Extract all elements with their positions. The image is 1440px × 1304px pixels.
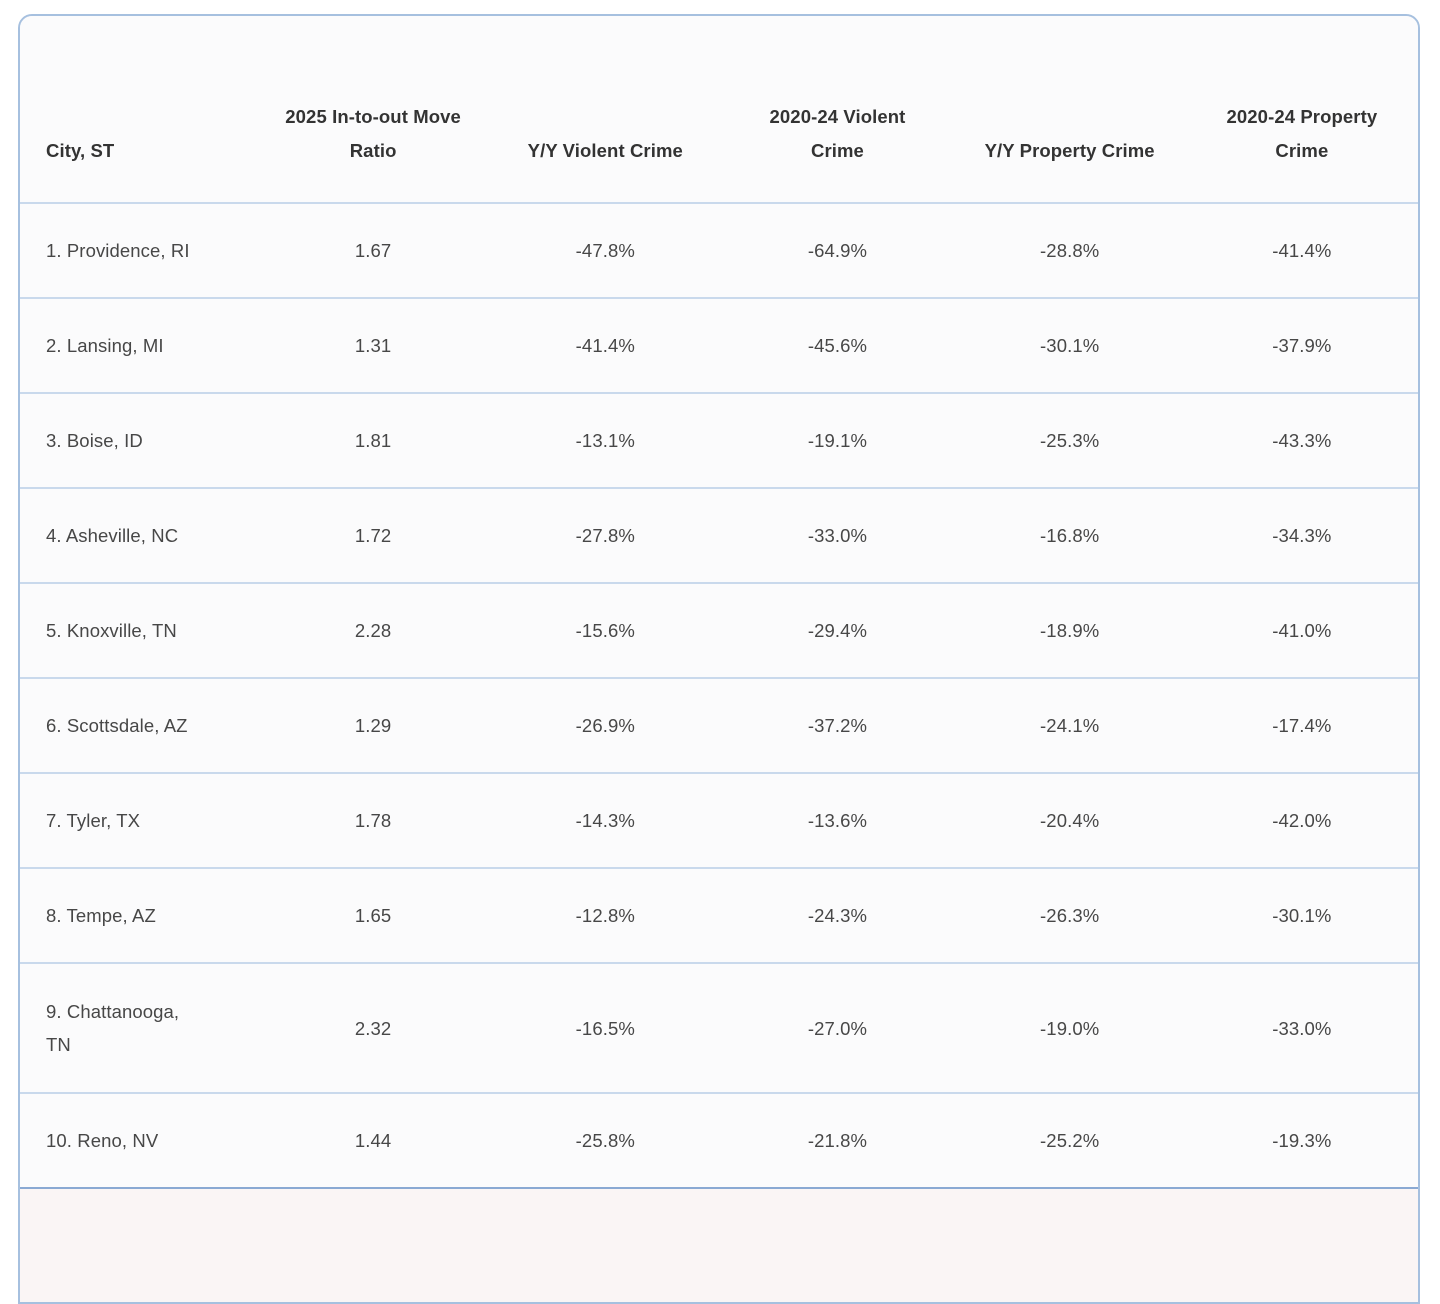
city-cell: 10. Reno, NV <box>20 1094 257 1189</box>
value-cell: 2.32 <box>257 964 490 1094</box>
value-cell: -14.3% <box>489 774 722 869</box>
city-crime-table-card: City, ST 2025 In-to-out Move Ratio Y/Y Vio… <box>18 14 1420 1304</box>
value-cell: -26.3% <box>953 869 1186 964</box>
value-cell: -29.4% <box>721 584 954 679</box>
table-row: 10. Reno, NV 1.44 -25.8% -21.8% -25.2% -19.3% <box>20 1094 1418 1189</box>
value-cell: -45.6% <box>721 299 954 394</box>
column-header: Y/Y Property Crime <box>953 16 1186 204</box>
value-cell: -30.1% <box>953 299 1186 394</box>
value-cell: -27.8% <box>489 489 722 584</box>
column-header: City, ST <box>20 16 257 204</box>
value-cell: -33.0% <box>1185 964 1418 1094</box>
value-cell: -16.5% <box>489 964 722 1094</box>
value-cell: -25.8% <box>489 1094 722 1189</box>
value-cell: -19.1% <box>721 394 954 489</box>
column-header: 2020-24 Violent Crime <box>721 16 954 204</box>
header-row: City, ST 2025 In-to-out Move Ratio Y/Y Vio… <box>20 16 1418 204</box>
value-cell: 2.28 <box>257 584 490 679</box>
value-cell: -21.8% <box>721 1094 954 1189</box>
city-cell: 6. Scottsdale, AZ <box>20 679 257 774</box>
value-cell: -24.3% <box>721 869 954 964</box>
crime-table: City, ST 2025 In-to-out Move Ratio Y/Y Vio… <box>20 16 1418 1189</box>
table-row: 7. Tyler, TX 1.78 -14.3% -13.6% -20.4% -42.0% <box>20 774 1418 869</box>
table-row: 8. Tempe, AZ 1.65 -12.8% -24.3% -26.3% -30.1% <box>20 869 1418 964</box>
value-cell: 1.44 <box>257 1094 490 1189</box>
value-cell: -19.0% <box>953 964 1186 1094</box>
value-cell: -17.4% <box>1185 679 1418 774</box>
table-row: 3. Boise, ID 1.81 -13.1% -19.1% -25.3% -43.3% <box>20 394 1418 489</box>
column-header: 2020-24 Property Crime <box>1185 16 1418 204</box>
table-row: 4. Asheville, NC 1.72 -27.8% -33.0% -16.8% -3… <box>20 489 1418 584</box>
city-cell: 8. Tempe, AZ <box>20 869 257 964</box>
value-cell: -47.8% <box>489 204 722 299</box>
value-cell: -19.3% <box>1185 1094 1418 1189</box>
value-cell: 1.78 <box>257 774 490 869</box>
value-cell: -43.3% <box>1185 394 1418 489</box>
city-cell: 3. Boise, ID <box>20 394 257 489</box>
value-cell: -37.2% <box>721 679 954 774</box>
city-cell: 1. Providence, RI <box>20 204 257 299</box>
table-body: 1. Providence, RI 1.67 -47.8% -64.9% -28.8% -… <box>20 204 1418 1189</box>
value-cell: -27.0% <box>721 964 954 1094</box>
value-cell: -12.8% <box>489 869 722 964</box>
value-cell: 1.65 <box>257 869 490 964</box>
value-cell: 1.81 <box>257 394 490 489</box>
value-cell: -16.8% <box>953 489 1186 584</box>
value-cell: -41.4% <box>1185 204 1418 299</box>
table-row: 2. Lansing, MI 1.31 -41.4% -45.6% -30.1% -37.… <box>20 299 1418 394</box>
value-cell: -13.6% <box>721 774 954 869</box>
value-cell: -25.2% <box>953 1094 1186 1189</box>
value-cell: -64.9% <box>721 204 954 299</box>
value-cell: -13.1% <box>489 394 722 489</box>
value-cell: -42.0% <box>1185 774 1418 869</box>
value-cell: -30.1% <box>1185 869 1418 964</box>
value-cell: -41.0% <box>1185 584 1418 679</box>
value-cell: -28.8% <box>953 204 1186 299</box>
value-cell: -20.4% <box>953 774 1186 869</box>
value-cell: -37.9% <box>1185 299 1418 394</box>
city-cell: 9. Chattanooga, TN <box>20 964 257 1094</box>
value-cell: 1.29 <box>257 679 490 774</box>
table-row: 9. Chattanooga, TN 2.32 -16.5% -27.0% -19.0%… <box>20 964 1418 1094</box>
table-row: 1. Providence, RI 1.67 -47.8% -64.9% -28.8% -… <box>20 204 1418 299</box>
value-cell: -26.9% <box>489 679 722 774</box>
value-cell: -41.4% <box>489 299 722 394</box>
city-cell: 2. Lansing, MI <box>20 299 257 394</box>
table-row: 6. Scottsdale, AZ 1.29 -26.9% -37.2% -24.1% -… <box>20 679 1418 774</box>
city-cell: 4. Asheville, NC <box>20 489 257 584</box>
value-cell: -18.9% <box>953 584 1186 679</box>
value-cell: -33.0% <box>721 489 954 584</box>
column-header: 2025 In-to-out Move Ratio <box>257 16 490 204</box>
value-cell: 1.67 <box>257 204 490 299</box>
table-row: 5. Knoxville, TN 2.28 -15.6% -29.4% -18.9% -4… <box>20 584 1418 679</box>
column-header: Y/Y Violent Crime <box>489 16 722 204</box>
value-cell: 1.31 <box>257 299 490 394</box>
value-cell: 1.72 <box>257 489 490 584</box>
city-cell: 7. Tyler, TX <box>20 774 257 869</box>
value-cell: -34.3% <box>1185 489 1418 584</box>
value-cell: -25.3% <box>953 394 1186 489</box>
city-cell: 5. Knoxville, TN <box>20 584 257 679</box>
value-cell: -15.6% <box>489 584 722 679</box>
value-cell: -24.1% <box>953 679 1186 774</box>
